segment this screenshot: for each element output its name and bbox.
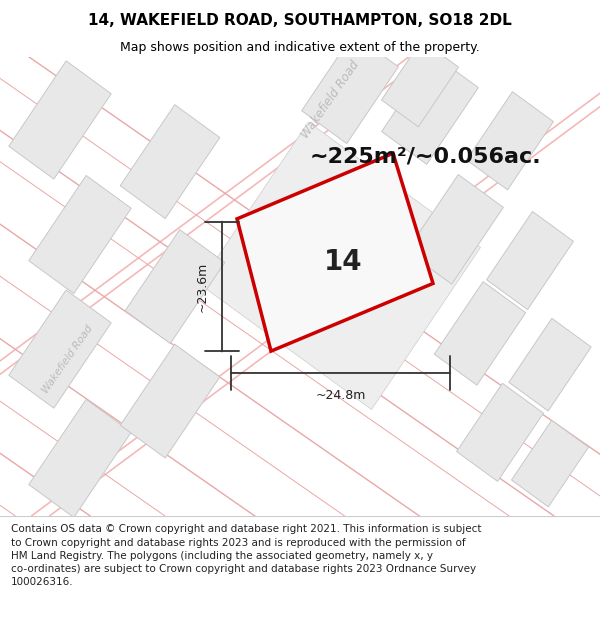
Text: Map shows position and indicative extent of the property.: Map shows position and indicative extent… xyxy=(120,41,480,54)
Text: 14: 14 xyxy=(324,248,363,276)
Polygon shape xyxy=(120,344,220,458)
Text: ~23.6m: ~23.6m xyxy=(196,261,209,312)
Polygon shape xyxy=(511,420,589,507)
Polygon shape xyxy=(120,104,220,219)
Polygon shape xyxy=(9,61,111,179)
Polygon shape xyxy=(467,92,553,190)
Polygon shape xyxy=(29,399,131,518)
Polygon shape xyxy=(434,282,526,385)
Text: Contains OS data © Crown copyright and database right 2021. This information is : Contains OS data © Crown copyright and d… xyxy=(11,524,481,587)
Text: Wakefield Road: Wakefield Road xyxy=(41,324,95,396)
Polygon shape xyxy=(457,383,544,481)
Polygon shape xyxy=(237,153,433,351)
Polygon shape xyxy=(407,174,503,284)
Polygon shape xyxy=(29,176,131,294)
Polygon shape xyxy=(9,290,111,408)
Polygon shape xyxy=(125,229,225,344)
Polygon shape xyxy=(509,318,591,411)
Polygon shape xyxy=(382,55,478,164)
Polygon shape xyxy=(199,122,481,409)
Text: ~225m²/~0.056ac.: ~225m²/~0.056ac. xyxy=(310,146,542,166)
Text: 14, WAKEFIELD ROAD, SOUTHAMPTON, SO18 2DL: 14, WAKEFIELD ROAD, SOUTHAMPTON, SO18 2D… xyxy=(88,12,512,28)
Polygon shape xyxy=(487,211,574,309)
Text: Wakefield Road: Wakefield Road xyxy=(298,58,362,141)
Polygon shape xyxy=(382,40,458,127)
Text: ~24.8m: ~24.8m xyxy=(316,389,365,402)
Polygon shape xyxy=(302,34,398,144)
